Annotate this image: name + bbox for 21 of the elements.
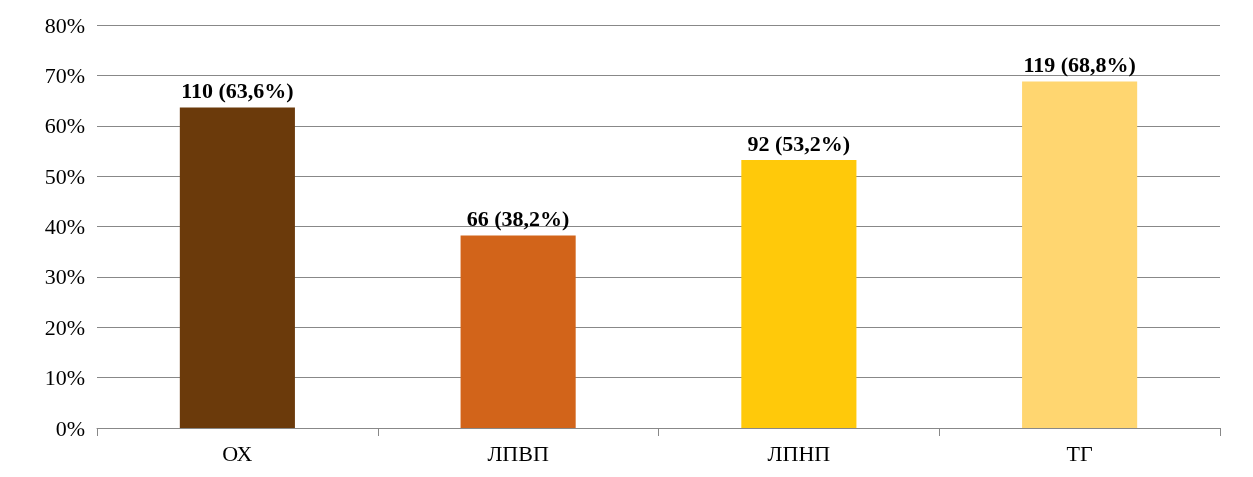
- data-label: 92 (53,2%): [747, 130, 851, 156]
- bar: [460, 235, 576, 428]
- y-tick-label: 20%: [44, 314, 85, 340]
- y-tick-label: 10%: [44, 365, 85, 391]
- x-tick-label: ЛПНП: [767, 440, 831, 466]
- data-label: 66 (38,2%): [466, 206, 570, 232]
- x-tick-label: ТГ: [1066, 440, 1093, 466]
- x-tick-label: ЛПВП: [487, 440, 549, 466]
- data-label: 119 (68,8%): [1023, 51, 1136, 77]
- y-tick-label: 70%: [44, 62, 85, 88]
- bar: [1022, 81, 1138, 428]
- x-tick-label: ОХ: [222, 440, 253, 466]
- bar: [741, 160, 857, 428]
- y-tick-label: 40%: [44, 214, 85, 239]
- bar: [179, 107, 295, 428]
- y-tick-label: 30%: [44, 264, 85, 290]
- y-tick-label: 0%: [55, 415, 85, 441]
- y-tick-label: 80%: [44, 12, 85, 38]
- data-label: 110 (63,6%): [181, 78, 294, 104]
- y-tick-label: 60%: [44, 113, 85, 139]
- y-tick-label: 50%: [44, 163, 85, 189]
